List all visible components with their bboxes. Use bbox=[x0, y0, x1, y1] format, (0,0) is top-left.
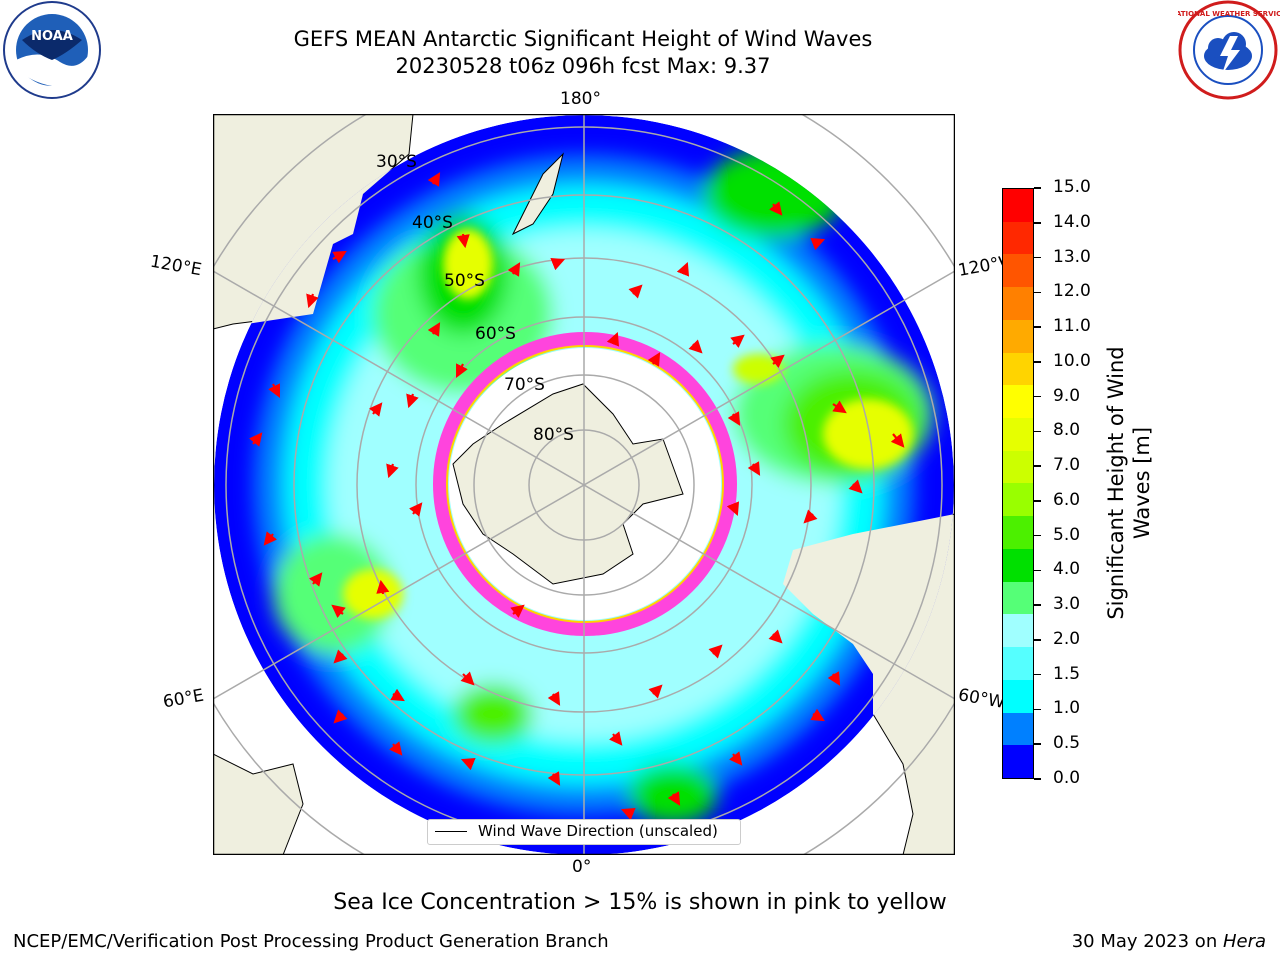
colorbar-tick-label: 8.0 bbox=[1053, 420, 1081, 441]
colorbar-label-line-1: Significant Height of Wind bbox=[1104, 346, 1128, 620]
footer-left: NCEP/EMC/Verification Post Processing Pr… bbox=[13, 931, 609, 952]
land-africa bbox=[213, 753, 304, 855]
sea-ice-note: Sea Ice Concentration > 15% is shown in … bbox=[333, 890, 947, 915]
colorbar-tick-label: 4.0 bbox=[1053, 559, 1081, 580]
colorbar-band bbox=[1003, 483, 1033, 517]
colorbar-band bbox=[1003, 287, 1033, 320]
colorbar-tick-mark bbox=[1034, 291, 1041, 294]
colorbar-band bbox=[1003, 221, 1033, 255]
colorbar-tick-label: 7.0 bbox=[1053, 455, 1081, 476]
colorbar-tick-label: 1.5 bbox=[1053, 663, 1081, 684]
lon-label-120e: 120°E bbox=[148, 251, 204, 281]
colorbar-band bbox=[1003, 647, 1033, 680]
colorbar-tick-label: 11.0 bbox=[1053, 316, 1091, 337]
colorbar-band bbox=[1003, 254, 1033, 288]
lat-label-80s: 80°S bbox=[533, 425, 574, 445]
colorbar-band bbox=[1003, 352, 1033, 386]
colorbar-tick-mark bbox=[1034, 778, 1041, 780]
colorbar-tick-mark bbox=[1034, 256, 1041, 259]
colorbar-tick-label: 9.0 bbox=[1053, 385, 1081, 406]
footer-date: 30 May 2023 on Hera bbox=[1072, 931, 1266, 952]
colorbar-label-line-2: Waves [m] bbox=[1130, 426, 1154, 540]
noaa-logo: NOAA bbox=[0, 0, 104, 100]
lon-label-60w: 60°W bbox=[956, 685, 1007, 713]
colorbar-band bbox=[1003, 418, 1033, 451]
lat-label-30s: 30°S bbox=[376, 152, 417, 172]
colorbar-tick-label: 14.0 bbox=[1053, 211, 1091, 232]
colorbar-tick-mark bbox=[1034, 673, 1041, 676]
colorbar-label: Significant Height of Wind Waves [m] bbox=[1103, 323, 1155, 643]
colorbar bbox=[1002, 188, 1034, 779]
colorbar-tick-mark bbox=[1034, 395, 1041, 398]
colorbar-band bbox=[1003, 385, 1033, 419]
colorbar-tick-label: 3.0 bbox=[1053, 594, 1081, 615]
nws-logo: NATIONAL WEATHER SERVICE bbox=[1170, 0, 1280, 100]
colorbar-tick-mark bbox=[1034, 534, 1041, 537]
lat-label-40s: 40°S bbox=[412, 213, 453, 233]
map-legend: Wind Wave Direction (unscaled) bbox=[427, 819, 741, 845]
footer-date-text: 30 May 2023 on bbox=[1071, 931, 1223, 952]
lon-label-0: 0° bbox=[572, 857, 592, 877]
wind-wave-arrows bbox=[248, 172, 905, 821]
colorbar-tick-label: 2.0 bbox=[1053, 628, 1081, 649]
polar-map bbox=[212, 113, 956, 856]
colorbar-ticks: 15.0 14.0 13.0 12.0 11.0 10.0 9.0 8.0 7.0 6.0 5.0 4… bbox=[1034, 177, 1094, 788]
colorbar-tick-label: 13.0 bbox=[1053, 246, 1091, 267]
colorbar-tick-mark bbox=[1034, 569, 1041, 572]
chart-title-line-1: GEFS MEAN Antarctic Significant Height o… bbox=[293, 27, 873, 51]
colorbar-band bbox=[1003, 712, 1033, 746]
lat-label-70s: 70°S bbox=[504, 375, 545, 395]
lat-label-50s: 50°S bbox=[444, 271, 485, 291]
colorbar-band bbox=[1003, 548, 1033, 582]
colorbar-band bbox=[1003, 614, 1033, 648]
legend-label: Wind Wave Direction (unscaled) bbox=[478, 822, 718, 840]
colorbar-band bbox=[1003, 745, 1033, 778]
colorbar-tick-label: 15.0 bbox=[1053, 177, 1091, 197]
footer-machine: Hera bbox=[1222, 931, 1266, 952]
colorbar-tick-mark bbox=[1034, 222, 1041, 224]
colorbar-tick-label: 6.0 bbox=[1053, 489, 1081, 510]
colorbar-tick-mark bbox=[1034, 639, 1041, 641]
land-antarctica bbox=[452, 383, 684, 585]
chart-title-line-2: 20230528 t06z 096h fcst Max: 9.37 bbox=[395, 54, 771, 78]
colorbar-band bbox=[1003, 319, 1033, 353]
lat-label-60s: 60°S bbox=[475, 324, 516, 344]
colorbar-tick-mark bbox=[1034, 465, 1041, 467]
colorbar-tick-label: 12.0 bbox=[1053, 281, 1091, 302]
colorbar-tick-label: 1.0 bbox=[1053, 698, 1081, 719]
colorbar-tick-label: 0.0 bbox=[1053, 768, 1081, 788]
colorbar-tick-label: 0.5 bbox=[1053, 733, 1081, 754]
colorbar-tick-mark bbox=[1034, 743, 1041, 745]
colorbar-tick-mark bbox=[1034, 708, 1041, 711]
legend-line-swatch bbox=[435, 831, 467, 832]
colorbar-tick-mark bbox=[1034, 187, 1041, 189]
colorbar-band bbox=[1003, 189, 1033, 222]
colorbar-tick-mark bbox=[1034, 500, 1041, 502]
colorbar-tick-mark bbox=[1034, 361, 1041, 363]
colorbar-band bbox=[1003, 679, 1033, 713]
colorbar-tick-label: 10.0 bbox=[1053, 350, 1091, 371]
lon-label-180: 180° bbox=[560, 89, 601, 109]
nws-ring-text: NATIONAL WEATHER SERVICE bbox=[1178, 10, 1280, 18]
land-new-zealand bbox=[511, 152, 564, 236]
colorbar-tick-mark bbox=[1034, 604, 1041, 606]
noaa-logo-text: NOAA bbox=[31, 29, 73, 44]
lon-label-60e: 60°E bbox=[161, 685, 206, 713]
colorbar-tick-mark bbox=[1034, 430, 1041, 433]
colorbar-tick-label: 5.0 bbox=[1053, 524, 1081, 545]
colorbar-band bbox=[1003, 581, 1033, 615]
colorbar-tick-mark bbox=[1034, 326, 1041, 328]
colorbar-band bbox=[1003, 516, 1033, 549]
colorbar-band bbox=[1003, 450, 1033, 484]
